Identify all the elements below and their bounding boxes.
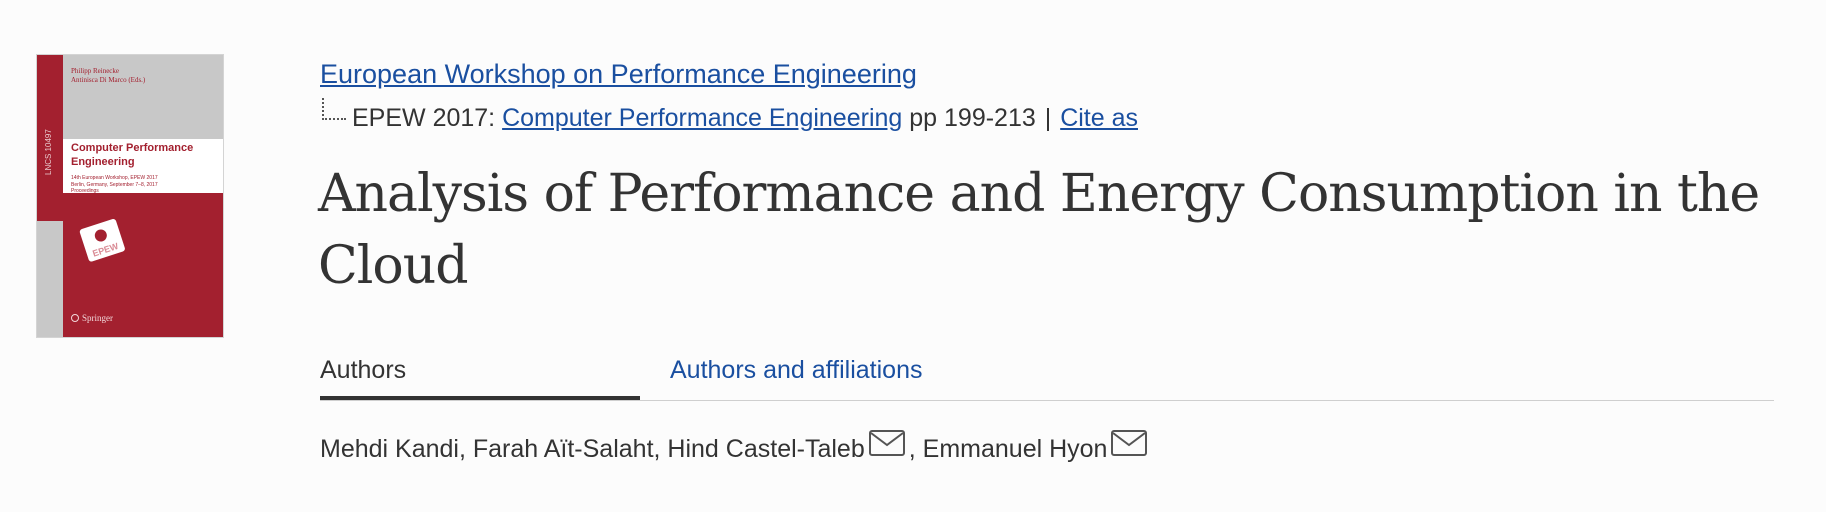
springer-horse-icon: [71, 314, 79, 322]
cover-spine-mid: [37, 121, 63, 221]
cover-spine: [37, 55, 63, 121]
separator: |: [1044, 104, 1052, 132]
series-link[interactable]: European Workshop on Performance Enginee…: [320, 59, 917, 89]
cover-subtitle: 14th European Workshop, EPEW 2017 Berlin…: [71, 175, 158, 194]
author-separator: ,: [908, 435, 916, 463]
page-range: pp 199-213: [909, 104, 1036, 132]
page-title: Analysis of Performance and Energy Consu…: [318, 164, 1760, 296]
tab-authors-and-affiliations[interactable]: Authors and affiliations: [670, 356, 923, 384]
author-names-1[interactable]: Mehdi Kandi, Farah Aït-Salaht,: [320, 435, 661, 463]
tab-authors[interactable]: Authors: [320, 350, 640, 400]
author-list: Mehdi Kandi, Farah Aït-Salaht, Hind Cast…: [320, 430, 1151, 466]
conference-prefix: EPEW 2017:: [352, 104, 496, 132]
book-cover[interactable]: LNCS 10497 Philipp Reinecke Antinisca Di…: [36, 54, 224, 338]
tree-connector: [322, 98, 346, 120]
cover-title: Computer Performance Engineering: [71, 142, 194, 168]
publisher-name: Springer: [82, 313, 113, 323]
cover-editors: Philipp Reinecke Antinisca Di Marco (Eds…: [71, 67, 146, 84]
tab-bar: Authors Authors and affiliations: [320, 350, 1774, 401]
cover-series-tag: LNCS 10497: [44, 129, 53, 175]
email-icon[interactable]: [1111, 430, 1148, 456]
conference-line: EPEW 2017: Computer Performance Engineer…: [352, 102, 1138, 134]
epew-logo-icon: EPEW: [79, 219, 125, 262]
book-link[interactable]: Computer Performance Engineering: [502, 104, 903, 132]
author-hyon[interactable]: Emmanuel Hyon: [922, 435, 1108, 463]
cover-red-panel: [63, 193, 223, 337]
email-icon[interactable]: [868, 430, 905, 456]
cover-publisher: Springer: [71, 313, 113, 323]
cite-as-link[interactable]: Cite as: [1060, 104, 1138, 132]
author-castel-taleb[interactable]: Hind Castel-Taleb: [667, 435, 865, 463]
